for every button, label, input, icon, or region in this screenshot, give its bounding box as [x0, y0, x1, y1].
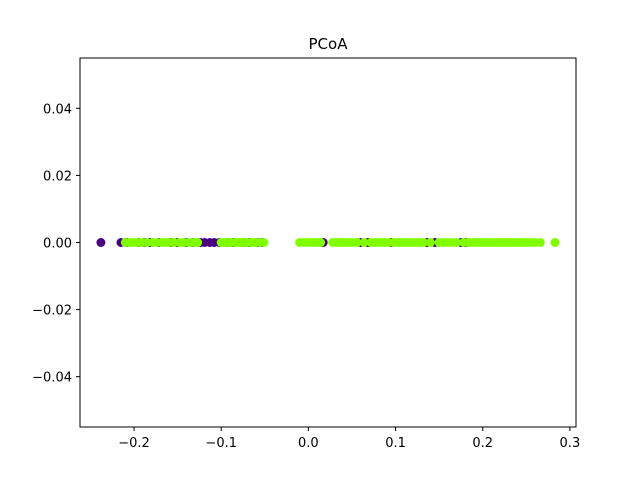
data-point-green: [535, 238, 545, 247]
x-tick-label: 0.2: [472, 436, 493, 451]
x-tick-label: −0.1: [205, 436, 237, 451]
x-tick-label: 0.0: [298, 436, 319, 451]
data-point-green: [316, 238, 326, 247]
data-point-green: [425, 238, 435, 247]
data-point-purple: [96, 238, 106, 247]
ticks-layer: −0.2 −0.1 0.0 0.1 0.2 0.3 −0.04 −0.02 0.00 0.02 0.…: [32, 102, 580, 451]
data-point-green: [259, 238, 269, 247]
x-tick-label: −0.2: [118, 436, 150, 451]
data-point-green: [418, 238, 428, 247]
plot-area-frame: [79, 57, 577, 428]
chart-title: PCoA: [309, 35, 349, 53]
data-point-green: [352, 238, 362, 247]
data-point-green: [452, 238, 462, 247]
y-tick-label: −0.02: [32, 304, 72, 319]
points-layer: [96, 238, 560, 247]
y-tick-label: −0.04: [32, 371, 72, 386]
x-tick-label: 0.1: [385, 436, 406, 451]
x-tick-label: 0.3: [560, 436, 581, 451]
data-point-green: [359, 238, 369, 247]
y-tick-label: 0.04: [43, 102, 72, 117]
data-point-green: [193, 238, 203, 247]
y-tick-label: 0.02: [43, 169, 72, 184]
y-tick-label: 0.00: [43, 237, 72, 252]
data-point-green: [550, 238, 560, 247]
